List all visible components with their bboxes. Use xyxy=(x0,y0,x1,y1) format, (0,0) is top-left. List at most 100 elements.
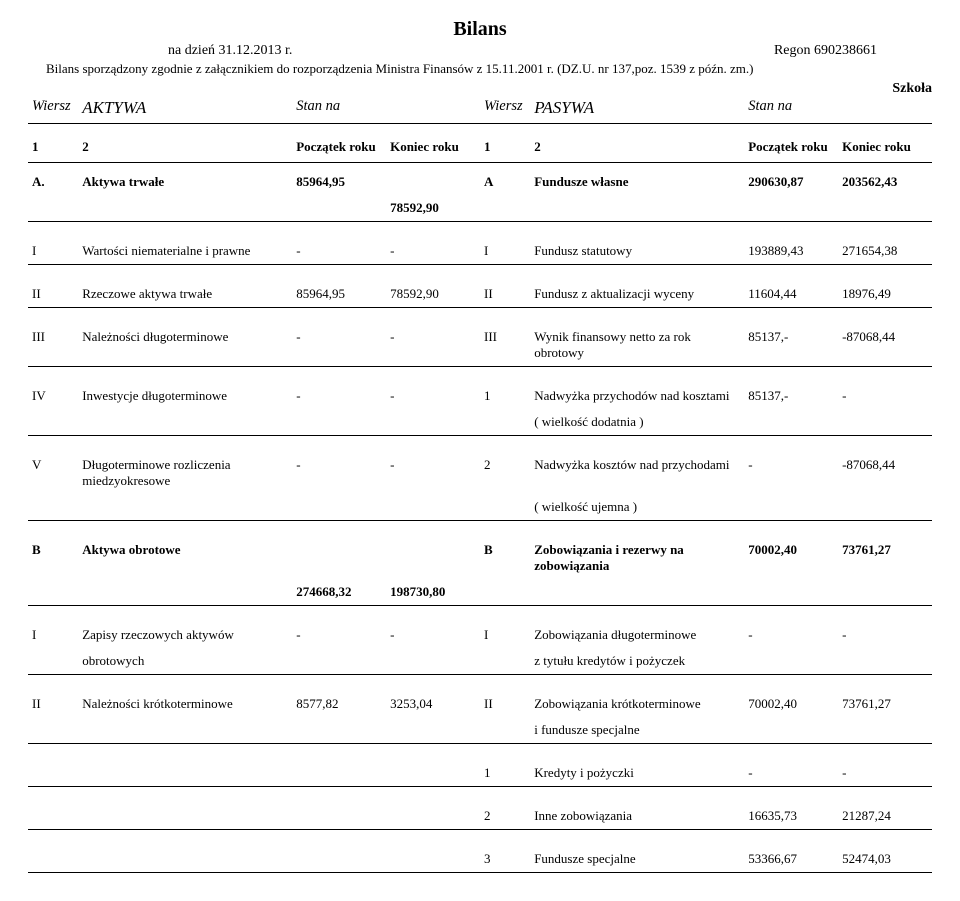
cell: 85964,95 xyxy=(292,169,386,195)
balance-table: Wiersz AKTYWA Stan na Wiersz PASYWA Stan… xyxy=(28,93,932,883)
table-body: A.Aktywa trwałe85964,95AFundusze własne2… xyxy=(28,163,932,884)
cell: 1 xyxy=(480,760,530,787)
cell: Zobowiązania krótkoterminowe xyxy=(530,691,744,717)
cell xyxy=(28,803,78,830)
cell: - xyxy=(744,452,838,494)
cell: 2 xyxy=(480,452,530,494)
table-row-cont: i fundusze specjalne xyxy=(28,717,932,744)
cell: IV xyxy=(28,383,78,409)
cell: Zobowiązania i rezerwy na zobowiązania xyxy=(530,537,744,579)
h-pocz-r: Początek roku xyxy=(744,134,838,160)
cell: - xyxy=(744,760,838,787)
cell: 3253,04 xyxy=(386,691,480,717)
cell: I xyxy=(28,238,78,265)
h-wiersz-r: Wiersz xyxy=(480,93,530,124)
table-row: 2Inne zobowiązania16635,7321287,24 xyxy=(28,803,932,830)
table-row: VDługoterminowe rozliczenia miedzyokreso… xyxy=(28,452,932,494)
cell: 85137,- xyxy=(744,324,838,367)
table-row-cont: ( wielkość ujemna ) xyxy=(28,494,932,521)
cell xyxy=(292,537,386,579)
cell xyxy=(28,760,78,787)
cell: - xyxy=(292,452,386,494)
doc-title: Bilans xyxy=(28,18,932,41)
cell: Fundusz statutowy xyxy=(530,238,744,265)
cell: Zobowiązania długoterminowe xyxy=(530,622,744,648)
cell xyxy=(78,760,292,787)
cell: -87068,44 xyxy=(838,452,932,494)
cell: II xyxy=(28,691,78,717)
cell: Nadwyżka przychodów nad kosztami xyxy=(530,383,744,409)
h-1l: 1 xyxy=(28,134,78,160)
cell: Kredyty i pożyczki xyxy=(530,760,744,787)
cell: - xyxy=(838,622,932,648)
cell: Aktywa trwałe xyxy=(78,169,292,195)
cell: - xyxy=(292,383,386,409)
cell: B xyxy=(28,537,78,579)
h-aktywa: AKTYWA xyxy=(78,93,292,124)
cell: V xyxy=(28,452,78,494)
cell: Fundusz z aktualizacji wyceny xyxy=(530,281,744,308)
table-row: BAktywa obrotoweBZobowiązania i rezerwy … xyxy=(28,537,932,579)
regon: Regon 690238661 xyxy=(774,43,877,59)
table-row: IVInwestycje długoterminowe--1Nadwyżka p… xyxy=(28,383,932,409)
cell: II xyxy=(480,281,530,308)
cell: Wynik finansowy netto za rok obrotowy xyxy=(530,324,744,367)
cell: - xyxy=(292,622,386,648)
table-row-cont: obrotowychz tytułu kredytów i pożyczek xyxy=(28,648,932,675)
cell: 11604,44 xyxy=(744,281,838,308)
cell: 3 xyxy=(480,846,530,873)
h-pocz-l: Początek roku xyxy=(292,134,386,160)
cell: - xyxy=(386,238,480,265)
cell: 70002,40 xyxy=(744,691,838,717)
cell: - xyxy=(386,383,480,409)
cell: Należności długoterminowe xyxy=(78,324,292,367)
table-row: IINależności krótkoterminowe8577,823253,… xyxy=(28,691,932,717)
cell: -87068,44 xyxy=(838,324,932,367)
cell: 78592,90 xyxy=(386,281,480,308)
cell: Zapisy rzeczowych aktywów xyxy=(78,622,292,648)
h-kon-l: Koniec roku xyxy=(386,134,480,160)
cell: - xyxy=(292,324,386,367)
cell: 21287,24 xyxy=(838,803,932,830)
cell: 52474,03 xyxy=(838,846,932,873)
cell: Fundusze specjalne xyxy=(530,846,744,873)
cell: Wartości niematerialne i prawne xyxy=(78,238,292,265)
cell: II xyxy=(480,691,530,717)
h-2r: 2 xyxy=(530,134,744,160)
cell xyxy=(292,760,386,787)
cell: 73761,27 xyxy=(838,537,932,579)
cell: Inwestycje długoterminowe xyxy=(78,383,292,409)
table-row-cont: 78592,90 xyxy=(28,195,932,222)
cell: A. xyxy=(28,169,78,195)
cell: I xyxy=(28,622,78,648)
cell xyxy=(386,846,480,873)
cell: - xyxy=(744,622,838,648)
table-row: 3Fundusze specjalne53366,6752474,03 xyxy=(28,846,932,873)
h-stan-r: Stan na xyxy=(744,93,932,124)
cell: - xyxy=(386,324,480,367)
cell: Aktywa obrotowe xyxy=(78,537,292,579)
table-head: Wiersz AKTYWA Stan na Wiersz PASYWA Stan… xyxy=(28,93,932,163)
cell: Inne zobowiązania xyxy=(530,803,744,830)
table-row-cont: 274668,32198730,80 xyxy=(28,579,932,606)
cell: Nadwyżka kosztów nad przychodami xyxy=(530,452,744,494)
cell: 53366,67 xyxy=(744,846,838,873)
h-kon-r: Koniec roku xyxy=(838,134,932,160)
cell: - xyxy=(838,383,932,409)
cell: 2 xyxy=(480,803,530,830)
cell: - xyxy=(292,238,386,265)
cell: A xyxy=(480,169,530,195)
date-line: na dzień 31.12.2013 r. xyxy=(168,43,292,59)
cell: Rzeczowe aktywa trwałe xyxy=(78,281,292,308)
cell: 85964,95 xyxy=(292,281,386,308)
h-1r: 1 xyxy=(480,134,530,160)
table-row: II Rzeczowe aktywa trwałe85964,9578592,90… xyxy=(28,281,932,308)
table-row: IIINależności długoterminowe--IIIWynik f… xyxy=(28,324,932,367)
cell: 290630,87 xyxy=(744,169,838,195)
cell: 18976,49 xyxy=(838,281,932,308)
cell: Fundusze własne xyxy=(530,169,744,195)
cell xyxy=(78,846,292,873)
cell xyxy=(386,169,480,195)
h-stan-l: Stan na xyxy=(292,93,480,124)
cell: 73761,27 xyxy=(838,691,932,717)
